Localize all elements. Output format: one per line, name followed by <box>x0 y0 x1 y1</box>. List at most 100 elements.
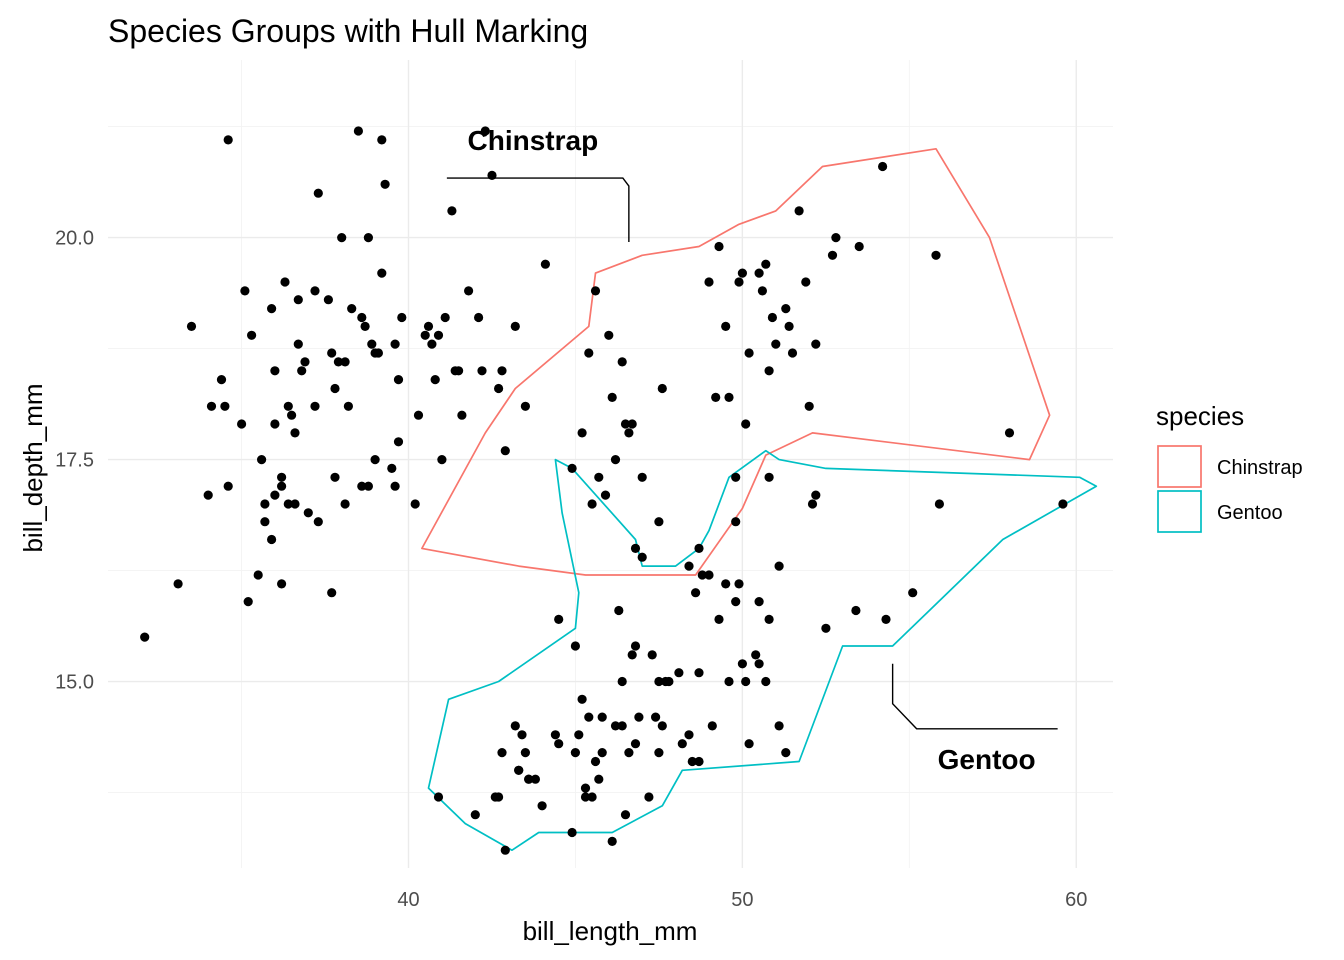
data-point <box>1058 499 1068 509</box>
data-point <box>173 579 183 589</box>
data-point <box>310 401 320 411</box>
data-point <box>470 810 480 820</box>
data-point <box>554 614 564 625</box>
data-point <box>851 605 861 616</box>
data-point <box>661 676 671 687</box>
data-point <box>340 499 350 509</box>
data-point <box>537 801 547 811</box>
data-point <box>590 756 601 767</box>
data-point <box>323 295 333 305</box>
legend-label-chinstrap: Chinstrap <box>1217 457 1303 479</box>
axis-ticks: 40 50 60 15.0 17.5 20.0 <box>55 228 1087 911</box>
data-point <box>771 339 781 349</box>
data-point <box>330 383 340 394</box>
data-point <box>333 357 343 367</box>
data-point <box>373 348 383 358</box>
data-point <box>684 561 694 571</box>
data-point <box>220 401 230 411</box>
data-point <box>277 472 287 482</box>
data-point <box>293 295 303 305</box>
data-point <box>277 579 287 589</box>
data-point <box>794 206 804 216</box>
data-point <box>454 366 464 376</box>
data-points <box>140 126 1068 855</box>
data-point <box>277 481 287 491</box>
data-point <box>821 623 831 633</box>
data-point <box>584 712 594 722</box>
data-point <box>594 774 604 784</box>
data-point <box>567 827 577 838</box>
data-point <box>637 552 647 562</box>
data-point <box>787 348 798 358</box>
data-point <box>410 499 420 509</box>
data-point <box>280 277 290 287</box>
data-point <box>427 339 437 349</box>
data-point <box>811 490 821 500</box>
data-point <box>270 490 280 500</box>
data-point <box>694 668 704 678</box>
data-point <box>744 739 754 749</box>
data-point <box>290 499 300 509</box>
annotation-gentoo: Gentoo <box>938 744 1036 775</box>
data-point <box>327 348 337 358</box>
data-point <box>827 250 838 260</box>
data-point <box>574 730 584 740</box>
data-point <box>620 419 631 429</box>
data-point <box>203 490 213 500</box>
data-point <box>186 321 197 331</box>
data-point <box>731 597 741 607</box>
data-point <box>494 383 504 394</box>
data-point <box>517 730 527 740</box>
data-point <box>737 659 748 669</box>
data-point <box>627 650 637 660</box>
data-point <box>694 543 704 554</box>
data-point <box>881 614 891 625</box>
data-point <box>764 366 774 376</box>
x-tick-label: 40 <box>397 889 419 911</box>
data-point <box>654 517 664 527</box>
data-point <box>807 499 818 509</box>
data-point <box>477 366 487 376</box>
data-point <box>734 579 744 589</box>
data-point <box>300 357 310 367</box>
y-tick-label: 15.0 <box>55 672 94 694</box>
annotation-chinstrap: Chinstrap <box>468 125 599 156</box>
data-point <box>677 739 687 749</box>
data-point <box>377 135 387 145</box>
data-point <box>397 312 407 323</box>
data-point <box>754 659 764 669</box>
data-point <box>293 339 303 349</box>
data-point <box>617 721 627 731</box>
data-point <box>393 375 404 385</box>
data-point <box>654 676 664 687</box>
data-point <box>140 632 150 642</box>
data-point <box>206 401 217 411</box>
data-point <box>610 721 621 731</box>
data-point <box>337 233 347 243</box>
data-point <box>524 774 534 784</box>
data-point <box>270 366 280 376</box>
hull-gentoo <box>427 449 1098 852</box>
data-point <box>464 286 474 296</box>
data-point <box>751 650 761 660</box>
data-point <box>267 534 277 545</box>
data-point <box>654 748 664 758</box>
data-point <box>761 676 771 687</box>
data-point <box>520 748 531 758</box>
chart-title: Species Groups with Hull Marking <box>108 13 588 49</box>
data-point <box>630 543 641 554</box>
y-axis-title: bill_depth_mm <box>18 383 48 552</box>
data-point <box>287 410 297 420</box>
data-point <box>721 321 731 331</box>
data-point <box>390 481 400 491</box>
data-point <box>724 676 734 687</box>
data-point <box>310 286 320 296</box>
data-point <box>590 286 601 296</box>
data-point <box>514 765 524 775</box>
data-point <box>423 321 434 331</box>
x-tick-label: 50 <box>731 889 753 911</box>
data-point <box>657 721 667 731</box>
data-point <box>737 268 748 278</box>
data-point <box>714 241 724 252</box>
data-point <box>253 570 263 580</box>
